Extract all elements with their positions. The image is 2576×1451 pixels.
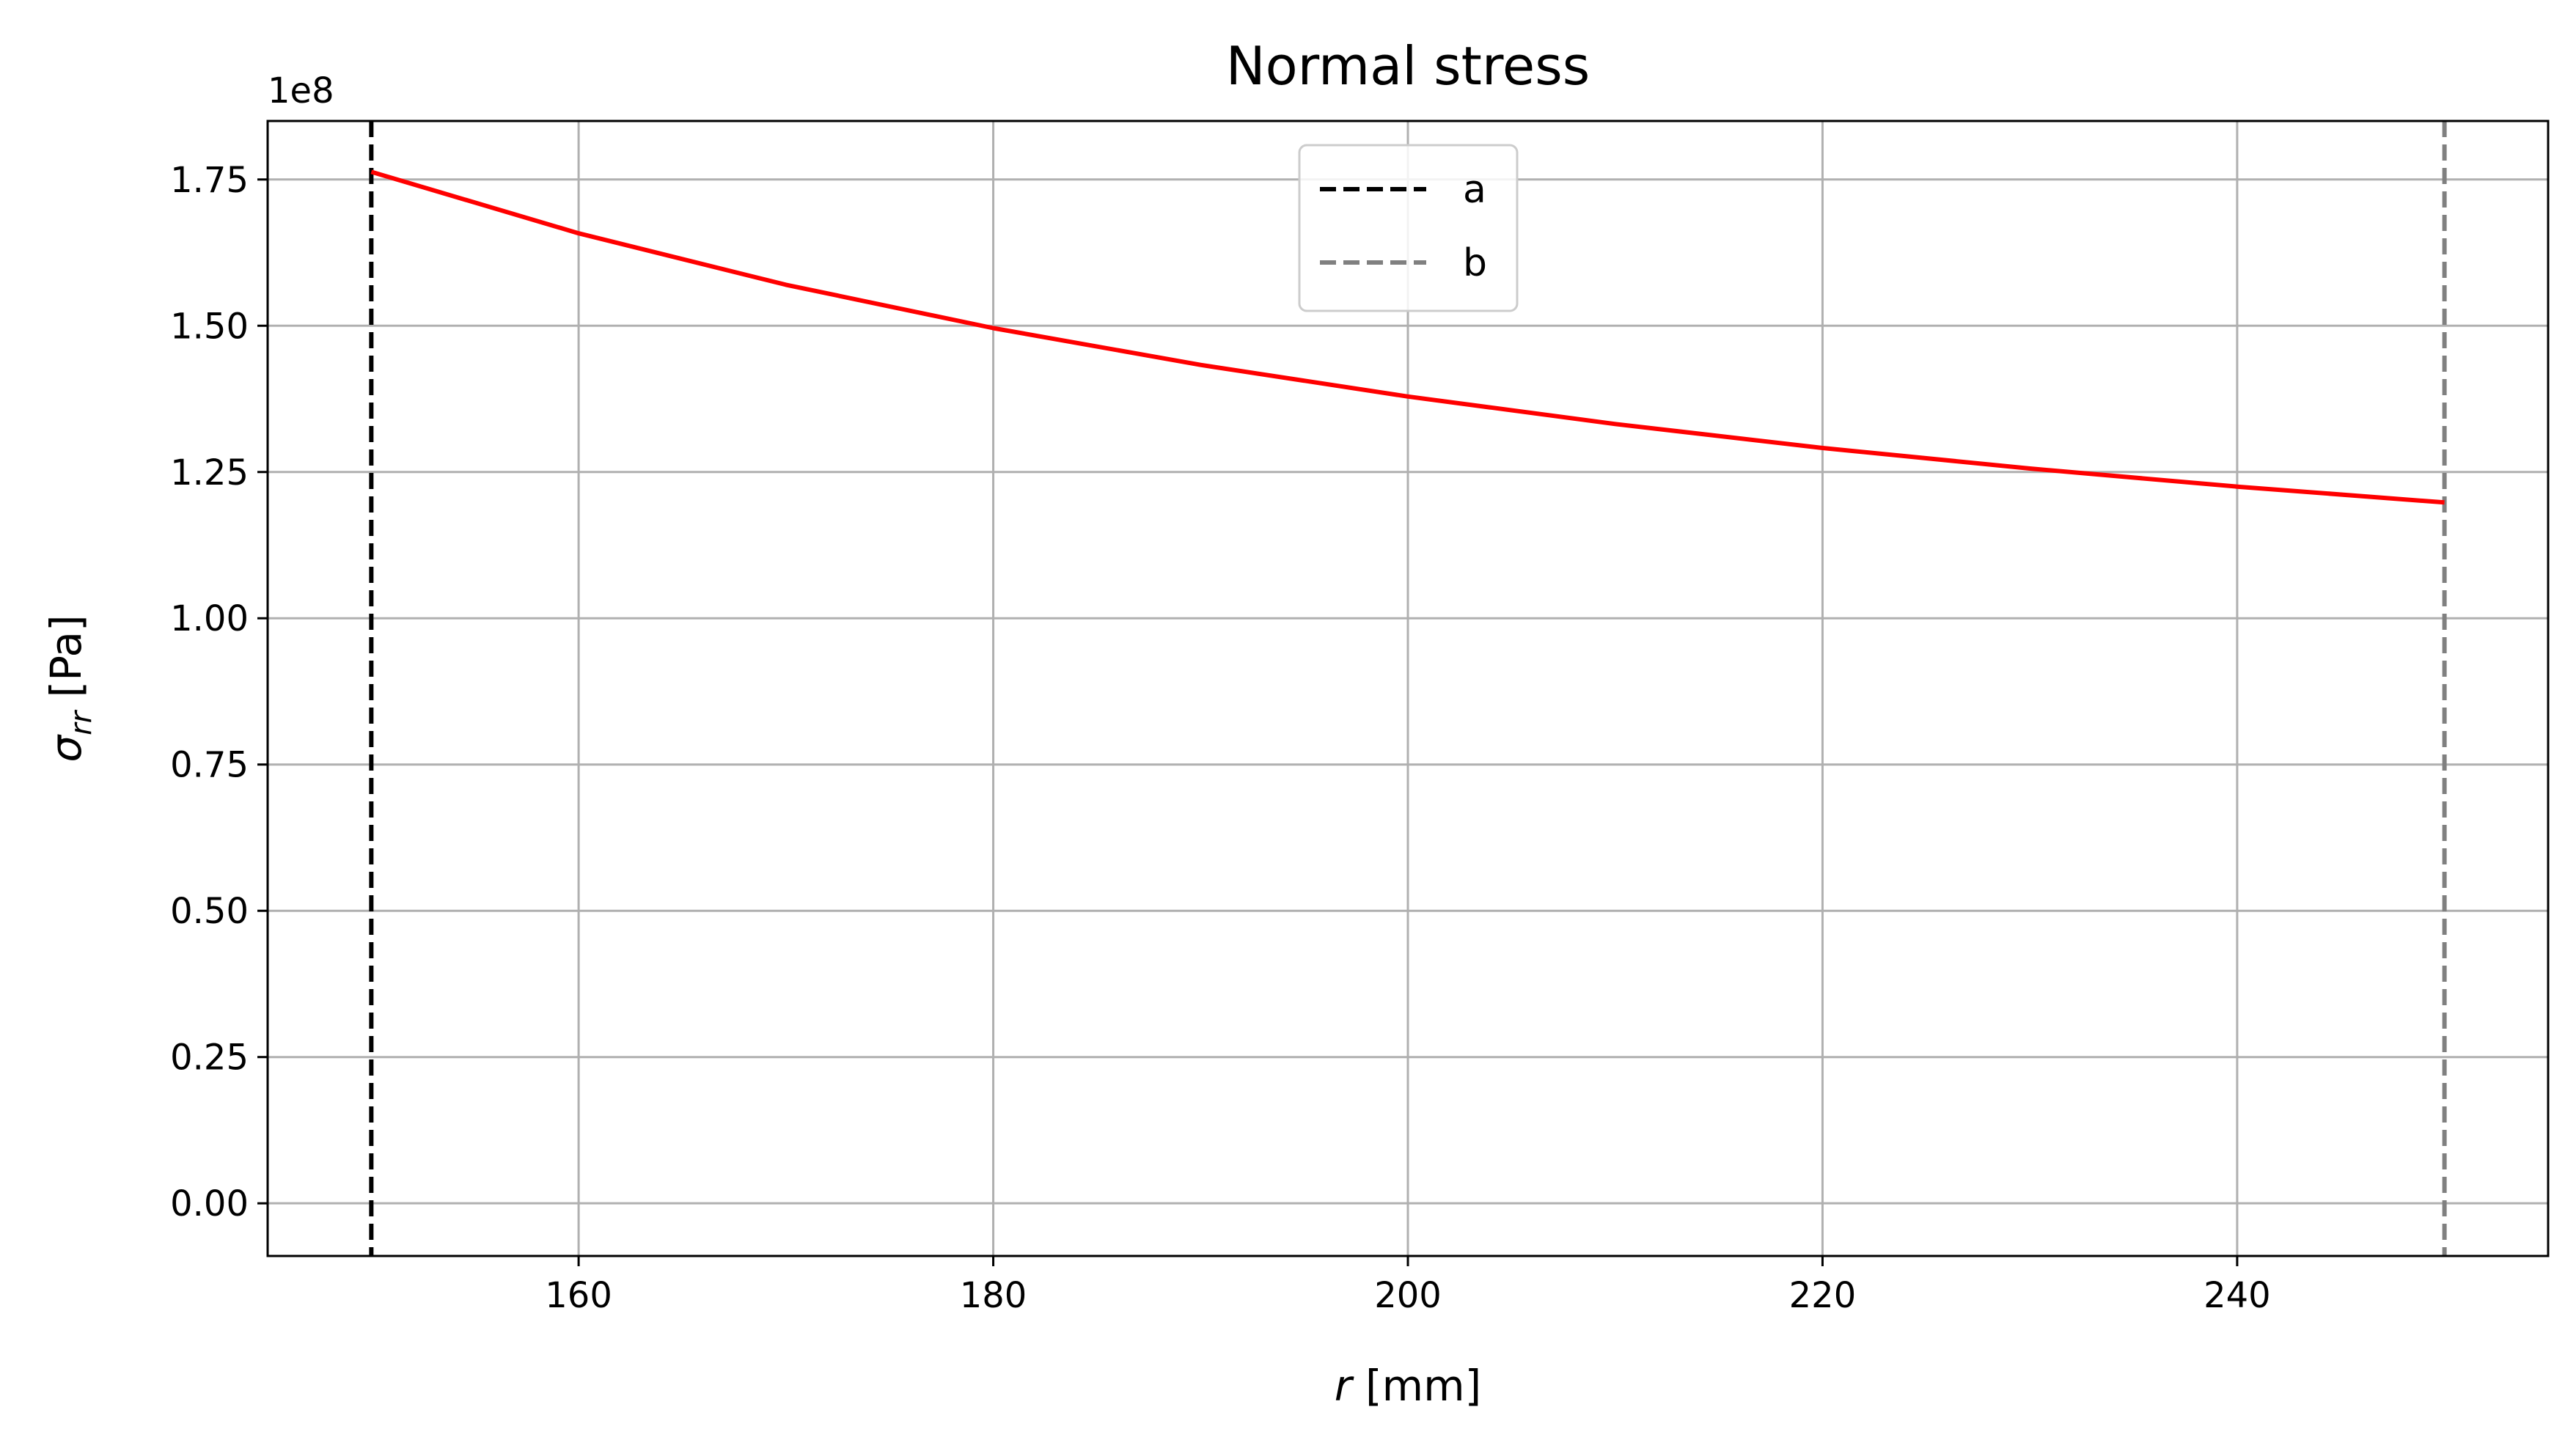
y-offset-label: 1e8 [268, 70, 334, 111]
x-ticks: 160 180 200 220 240 [545, 1256, 2271, 1316]
y-tick-label: 1.25 [170, 452, 249, 493]
x-tick-label: 240 [2203, 1275, 2271, 1316]
legend: ab [1298, 144, 1519, 312]
y-tick-label: 0.25 [170, 1037, 249, 1079]
legend-label-a: a [1463, 168, 1486, 212]
chart-title: Normal stress [1226, 35, 1590, 97]
x-tick-label: 200 [1374, 1275, 1442, 1316]
series-line-0 [370, 169, 2445, 505]
y-ticks: 0.00 0.25 0.50 0.75 1.00 1.25 1.50 1.75 [170, 160, 268, 1224]
x-axis-label: r [mm] [1335, 1361, 1482, 1411]
reference-lines [369, 121, 2447, 1256]
y-axis-label: σrr [Pa] [41, 614, 98, 762]
y-tick-label: 1.75 [170, 160, 249, 201]
x-tick-label: 220 [1789, 1275, 1857, 1316]
y-tick-label: 0.75 [170, 745, 249, 786]
legend-box [1298, 144, 1519, 312]
x-axis-unit: [mm] [1352, 1361, 1482, 1411]
x-tick-label: 160 [545, 1275, 612, 1316]
y-axis-sub: rr [65, 709, 98, 735]
x-tick-label: 180 [960, 1275, 1027, 1316]
y-tick-label: 0.00 [170, 1183, 249, 1224]
y-tick-label: 1.50 [170, 306, 249, 347]
x-axis-var: r [1335, 1361, 1354, 1411]
y-tick-label: 0.50 [170, 891, 249, 932]
y-tick-label: 1.00 [170, 598, 249, 639]
y-axis-var: σ [41, 734, 91, 763]
y-axis-unit: [Pa] [41, 614, 91, 711]
legend-label-b: b [1463, 241, 1487, 285]
series-lines [370, 169, 2445, 505]
